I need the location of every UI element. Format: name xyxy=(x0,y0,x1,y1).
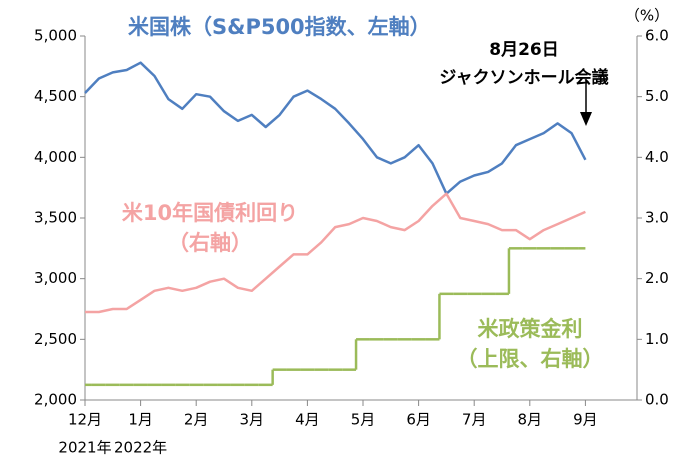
x-year-label: 2021年 xyxy=(58,439,111,457)
x-tick-label: 2月 xyxy=(184,411,209,429)
y-tick-label: 5,000 xyxy=(34,27,77,45)
x-year-label: 2022年 xyxy=(114,439,167,457)
series-line xyxy=(85,192,586,314)
series-label-sub: （上限、右軸） xyxy=(457,347,604,371)
x-tick-label: 3月 xyxy=(240,411,265,429)
y2-unit: （%） xyxy=(625,7,669,25)
series-label: 米政策金利 xyxy=(478,317,583,341)
y2-tick-label: 5.0 xyxy=(645,87,669,105)
y2-tick-label: 0.0 xyxy=(645,391,669,409)
x-tick-label: 12月 xyxy=(68,411,102,429)
series-label: 米国株（S&P500指数、左軸） xyxy=(128,15,431,39)
x-tick-label: 8月 xyxy=(518,411,543,429)
x-tick-label: 9月 xyxy=(573,411,598,429)
y-tick-label: 3,500 xyxy=(34,209,77,227)
y2-tick-label: 6.0 xyxy=(645,27,669,45)
x-tick-label: 6月 xyxy=(406,411,431,429)
series-line xyxy=(84,61,587,195)
series-label-sub: （右軸） xyxy=(168,231,252,255)
y-tick-label: 3,000 xyxy=(34,269,77,287)
y2-tick-label: 4.0 xyxy=(645,148,669,166)
annotation: 8月26日 xyxy=(489,40,559,60)
x-tick-label: 4月 xyxy=(295,411,320,429)
x-tick-label: 7月 xyxy=(462,411,487,429)
y-tick-label: 2,500 xyxy=(34,330,77,348)
y2-tick-label: 2.0 xyxy=(645,269,669,287)
y2-tick-label: 3.0 xyxy=(645,209,669,227)
annotation-arrowhead xyxy=(580,112,592,126)
series-label: 米10年国債利回り xyxy=(122,201,298,225)
y-tick-label: 2,000 xyxy=(34,391,77,409)
x-tick-label: 1月 xyxy=(128,411,153,429)
x-tick-label: 5月 xyxy=(351,411,376,429)
y-tick-label: 4,000 xyxy=(34,148,77,166)
annotation: ジャクソンホール会議 xyxy=(439,67,608,88)
y-tick-label: 4,500 xyxy=(34,87,77,105)
y2-tick-label: 1.0 xyxy=(645,330,669,348)
